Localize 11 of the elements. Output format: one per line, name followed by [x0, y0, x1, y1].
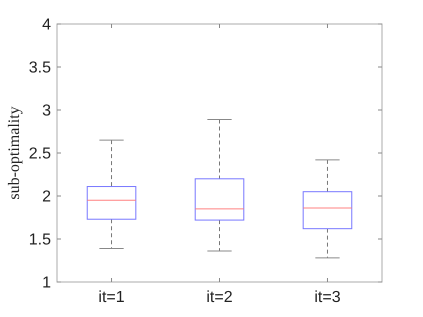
y-tick-label: 4: [42, 16, 52, 34]
y-tick-label: 3.5: [28, 60, 52, 77]
y-tick-label: 2: [42, 188, 52, 206]
y-tick-label: 3: [42, 102, 52, 120]
x-tick-label: it=3: [314, 289, 341, 306]
y-tick-label: 1: [42, 274, 52, 292]
y-tick-label: 1.5: [28, 232, 52, 249]
y-tick-label: 2.5: [28, 146, 52, 163]
y-axis-title: sub-optimality: [6, 106, 23, 200]
x-tick-label: it=1: [98, 289, 125, 306]
x-tick-label: it=2: [206, 289, 233, 306]
